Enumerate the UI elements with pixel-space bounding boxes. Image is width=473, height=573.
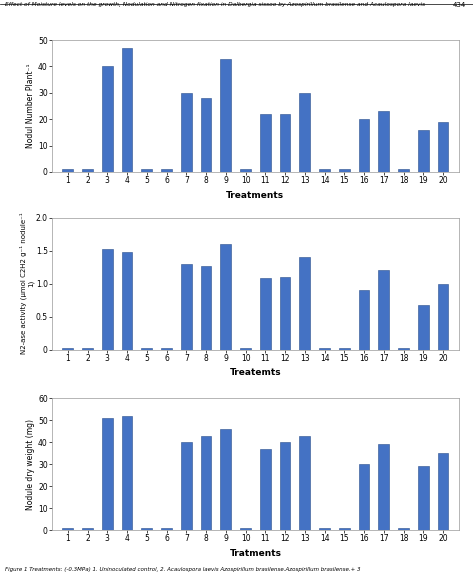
Bar	[339, 348, 350, 350]
X-axis label: Treatemts: Treatemts	[229, 368, 281, 377]
Bar	[359, 464, 369, 530]
Bar	[62, 169, 73, 172]
Bar	[240, 528, 251, 530]
Bar	[181, 264, 192, 350]
Bar	[280, 114, 290, 172]
Bar	[181, 93, 192, 172]
Bar	[418, 305, 429, 350]
Text: Figure 1 Treatments: (-0.3MPa) 1. Uninoculated control, 2. Acaulospora laevis Az: Figure 1 Treatments: (-0.3MPa) 1. Uninoc…	[5, 567, 360, 572]
Bar	[378, 111, 389, 172]
Bar	[102, 418, 113, 530]
Bar	[280, 277, 290, 350]
Bar	[260, 278, 271, 350]
Bar	[359, 119, 369, 172]
Y-axis label: Nodule dry weight (mg): Nodule dry weight (mg)	[26, 419, 35, 509]
Bar	[82, 169, 93, 172]
Bar	[161, 528, 172, 530]
X-axis label: Tratments: Tratments	[229, 549, 281, 558]
Bar	[438, 453, 448, 530]
Bar	[141, 348, 152, 350]
Bar	[82, 528, 93, 530]
Bar	[201, 435, 211, 530]
Bar	[220, 244, 231, 350]
Bar	[260, 114, 271, 172]
Bar	[141, 528, 152, 530]
Bar	[122, 416, 132, 530]
Bar	[220, 58, 231, 172]
Bar	[102, 66, 113, 172]
Bar	[240, 348, 251, 350]
Bar	[438, 122, 448, 172]
Bar	[398, 169, 409, 172]
Bar	[82, 348, 93, 350]
Bar	[181, 442, 192, 530]
Bar	[438, 284, 448, 350]
Bar	[418, 129, 429, 172]
Bar	[102, 249, 113, 350]
Bar	[220, 429, 231, 530]
Bar	[299, 93, 310, 172]
Bar	[339, 528, 350, 530]
Bar	[359, 291, 369, 350]
Bar	[161, 348, 172, 350]
Bar	[62, 348, 73, 350]
Bar	[240, 169, 251, 172]
Bar	[319, 528, 330, 530]
Y-axis label: N2-ase activity (μmol C2H2 g⁻¹ nodule⁻¹
1): N2-ase activity (μmol C2H2 g⁻¹ nodule⁻¹ …	[19, 213, 35, 355]
Bar	[62, 528, 73, 530]
Bar	[260, 449, 271, 530]
Bar	[299, 435, 310, 530]
Text: 434: 434	[453, 2, 466, 8]
Bar	[339, 169, 350, 172]
Bar	[201, 266, 211, 350]
Bar	[280, 442, 290, 530]
Bar	[299, 257, 310, 350]
Text: Effect of Moisture levels on the growth, Nodulation and Nitrogen fixation in Dal: Effect of Moisture levels on the growth,…	[5, 2, 425, 7]
Bar	[141, 169, 152, 172]
Bar	[378, 445, 389, 530]
Bar	[378, 270, 389, 350]
Bar	[122, 252, 132, 350]
Bar	[201, 98, 211, 172]
Bar	[418, 466, 429, 530]
Bar	[319, 169, 330, 172]
X-axis label: Treatments: Treatments	[227, 191, 284, 199]
Bar	[122, 48, 132, 172]
Bar	[398, 348, 409, 350]
Y-axis label: Nodul Number Plant⁻¹: Nodul Number Plant⁻¹	[26, 64, 35, 148]
Bar	[161, 169, 172, 172]
Bar	[398, 528, 409, 530]
Bar	[319, 348, 330, 350]
